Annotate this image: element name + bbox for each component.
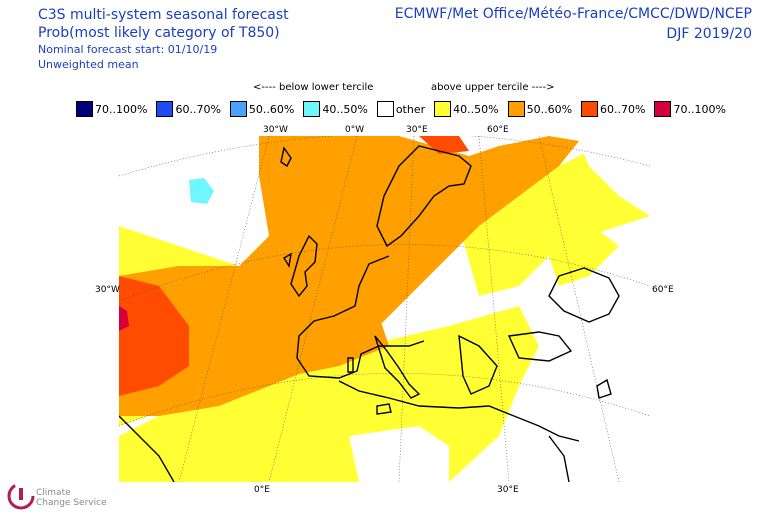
weighting-note: Unweighted mean [38, 58, 139, 71]
legend-item: 40..50% [303, 101, 368, 117]
logo-line1: Climate [36, 488, 71, 498]
chart-title: C3S multi-system seasonal forecast [38, 7, 289, 23]
red-region-atlantic [119, 276, 189, 396]
legend-swatch [76, 101, 93, 117]
legend-label: 40..50% [322, 102, 368, 116]
legend-swatch [654, 101, 672, 117]
axis-top-30e: 30°E [406, 125, 428, 135]
legend-swatch [303, 101, 321, 117]
legend-swatch [156, 101, 174, 117]
axis-bottom-30e: 30°E [497, 485, 519, 495]
cyan-region [189, 178, 214, 204]
legend-item: 60..70% [581, 101, 645, 117]
red-region-north [419, 136, 469, 154]
probability-map [119, 136, 650, 482]
graticule [119, 136, 650, 482]
yellow-region-east [459, 141, 650, 296]
legend-swatch [507, 101, 525, 117]
climate-change-service-logo [6, 478, 116, 518]
legend-item: 40..50% [434, 101, 499, 117]
legend-item: 70..100% [654, 101, 726, 117]
axis-left-30w: 30°W [95, 285, 120, 295]
legend: 70..100% 60..70% 50..60% 40..50% other 40..50… [76, 101, 735, 117]
orange-region [119, 136, 579, 416]
axis-bottom-0e: 0°E [254, 485, 270, 495]
title-block: C3S multi-system seasonal forecast Prob(… [38, 6, 289, 72]
legend-label: 50..60% [248, 102, 295, 116]
title-right-block: ECMWF/Met Office/Météo-France/CMCC/DWD/N… [395, 4, 752, 44]
legend-swatch [376, 101, 394, 117]
season-label: DJF 2019/20 [666, 26, 752, 42]
legend-item: 50..60% [507, 101, 573, 117]
forecast-start: Nominal forecast start: 01/10/19 [38, 43, 218, 56]
white-patch-sahara [349, 426, 449, 482]
map-panel [119, 136, 650, 482]
white-region-east [519, 136, 650, 482]
axis-top-60e: 60°E [487, 125, 509, 135]
axis-top-30w: 30°W [263, 125, 288, 135]
legend-item: 60..70% [156, 101, 221, 117]
axis-top-0: 0°W [345, 125, 365, 135]
yellow-patch-east [549, 231, 619, 286]
legend-label: 40..50% [453, 102, 499, 116]
above-tercile-label: above upper tercile ----> [431, 82, 555, 93]
legend-swatch [581, 101, 599, 117]
coastlines [119, 145, 620, 482]
orange-region-iberia [279, 316, 389, 376]
below-tercile-label: <---- below lower tercile [253, 82, 374, 93]
logo-icon [7, 482, 35, 510]
legend-label: 50..60% [526, 102, 573, 116]
legend-item: 70..100% [76, 101, 147, 117]
legend-swatch [229, 101, 247, 117]
darkred-region [119, 306, 129, 331]
centres-list: ECMWF/Met Office/Météo-France/CMCC/DWD/N… [394, 6, 752, 22]
chart-subtitle: Prob(most likely category of T850) [38, 25, 280, 41]
legend-swatch [434, 101, 452, 117]
logo-line2: Change Service [36, 498, 107, 508]
axis-right-60e: 60°E [652, 285, 674, 295]
legend-label: other [395, 102, 426, 116]
legend-label: 70..100% [95, 102, 148, 116]
legend-label: 70..100% [673, 102, 726, 116]
legend-item: 50..60% [229, 101, 295, 117]
legend-label: 60..70% [600, 102, 646, 116]
legend-item: other [376, 101, 426, 117]
legend-label: 60..70% [175, 102, 221, 116]
logo-text: Climate Change Service [36, 488, 107, 508]
